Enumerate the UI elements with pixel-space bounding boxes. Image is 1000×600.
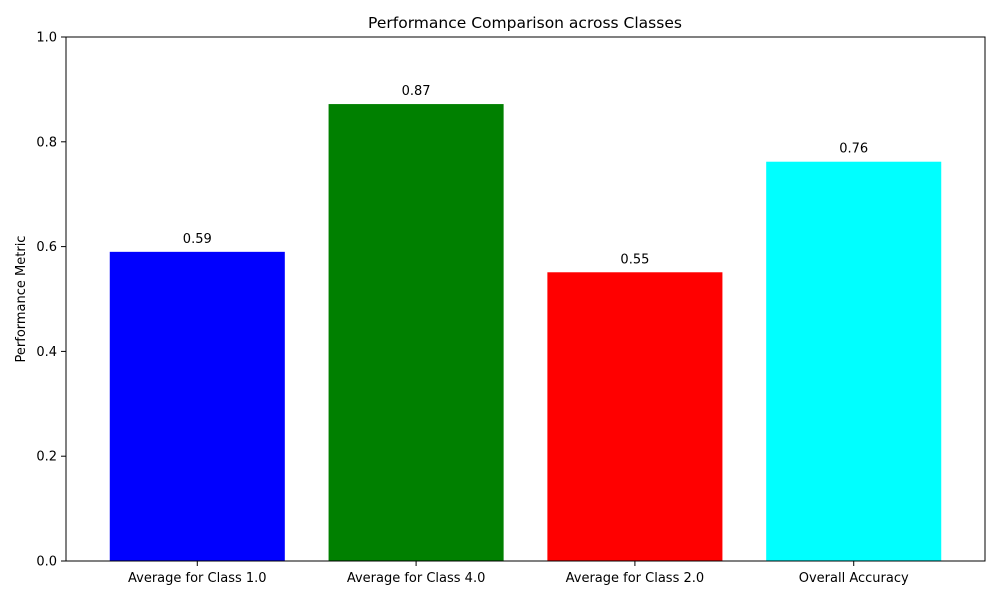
x-tick-label: Overall Accuracy <box>799 571 909 586</box>
y-tick-label: 0.4 <box>36 345 57 360</box>
y-tick-label: 0.2 <box>36 450 57 465</box>
x-tick-label: Average for Class 4.0 <box>347 571 486 586</box>
x-tick-label: Average for Class 2.0 <box>566 571 705 586</box>
bar-value-label: 0.87 <box>402 84 431 99</box>
y-tick-label: 1.0 <box>36 31 57 46</box>
bars <box>109 104 942 562</box>
chart-title: Performance Comparison across Classes <box>368 14 682 32</box>
y-tick-label: 0.6 <box>36 240 57 255</box>
bar <box>547 272 723 561</box>
bar-value-label: 0.59 <box>183 232 212 247</box>
bar <box>328 104 504 562</box>
plot-frame <box>65 36 986 562</box>
bar-value-label: 0.76 <box>839 142 868 157</box>
y-axis-label: Performance Metric <box>14 236 29 363</box>
data-labels: 0.59 0.87 0.55 0.76 <box>183 84 868 267</box>
bar <box>766 161 942 561</box>
bar <box>109 251 285 561</box>
y-axis-ticks: 0.0 0.2 0.4 0.6 0.8 1.0 <box>36 31 66 570</box>
x-axis-ticks: Average for Class 1.0 Average for Class 4… <box>128 561 909 586</box>
y-tick-label: 0.8 <box>36 135 57 150</box>
x-tick-label: Average for Class 1.0 <box>128 571 267 586</box>
y-tick-label: 0.0 <box>36 555 57 570</box>
bar-value-label: 0.55 <box>620 252 649 267</box>
